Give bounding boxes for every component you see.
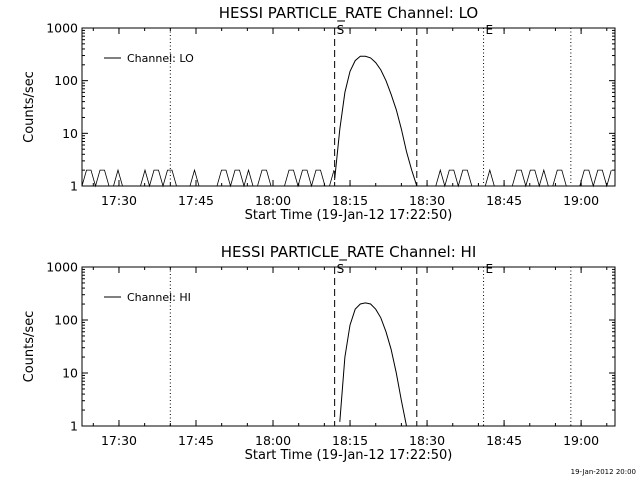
x-tick-label: 19:00 bbox=[563, 433, 599, 448]
x-tick-label: 17:45 bbox=[178, 193, 214, 208]
time-marker-label: S bbox=[337, 262, 345, 276]
x-tick-label: 18:00 bbox=[255, 193, 291, 208]
x-tick-label: 18:45 bbox=[486, 433, 522, 448]
chart-title: HESSI PARTICLE_RATE Channel: HI bbox=[221, 243, 477, 262]
x-tick-label: 17:45 bbox=[178, 433, 214, 448]
chart-panel-2: HESSI PARTICLE_RATE Channel: HI 1 10 100 100… bbox=[22, 243, 616, 463]
y-axis-label: Counts/sec bbox=[22, 311, 37, 383]
x-tick-label: 17:30 bbox=[101, 433, 137, 448]
x-tick-label: 18:30 bbox=[409, 193, 445, 208]
timestamp-label: 19-Jan-2012 20:00 bbox=[571, 468, 636, 476]
y-tick-label: 100 bbox=[54, 73, 78, 88]
y-tick-label: 100 bbox=[54, 313, 78, 328]
x-tick-label: 18:30 bbox=[409, 433, 445, 448]
plot-frame bbox=[81, 266, 616, 427]
x-tick-label: 18:45 bbox=[486, 193, 522, 208]
y-tick-label: 10 bbox=[62, 366, 78, 381]
x-axis-label: Start Time (19-Jan-12 17:22:50) bbox=[245, 208, 453, 223]
y-tick-label: 1 bbox=[70, 179, 78, 194]
time-marker-label: S bbox=[337, 23, 345, 37]
time-marker-label: E bbox=[486, 23, 494, 37]
x-axis-label: Start Time (19-Jan-12 17:22:50) bbox=[245, 448, 453, 463]
series-line bbox=[339, 302, 407, 427]
x-tick-label: 17:30 bbox=[101, 193, 137, 208]
y-axis-label: Counts/sec bbox=[22, 71, 37, 143]
time-marker-label: E bbox=[486, 262, 494, 276]
series-noise bbox=[417, 168, 612, 188]
y-tick-label: 1000 bbox=[46, 21, 78, 36]
chart-title: HESSI PARTICLE_RATE Channel: LO bbox=[219, 4, 478, 23]
x-tick-label: 19:00 bbox=[563, 193, 599, 208]
chart-panel-1: HESSI PARTICLE_RATE Channel: LO 1 10 100 100… bbox=[22, 4, 616, 223]
x-tick-label: 18:00 bbox=[255, 433, 291, 448]
y-tick-label: 1000 bbox=[46, 260, 78, 275]
plot-frame bbox=[81, 27, 616, 187]
x-tick-label: 18:15 bbox=[332, 193, 368, 208]
legend-label: Channel: LO bbox=[127, 52, 194, 65]
y-tick-label: 10 bbox=[62, 126, 78, 141]
legend-label: Channel: HI bbox=[127, 291, 191, 304]
series-line bbox=[334, 55, 418, 187]
series-noise bbox=[81, 168, 335, 188]
x-tick-label: 18:15 bbox=[332, 433, 368, 448]
y-tick-label: 1 bbox=[70, 419, 78, 434]
